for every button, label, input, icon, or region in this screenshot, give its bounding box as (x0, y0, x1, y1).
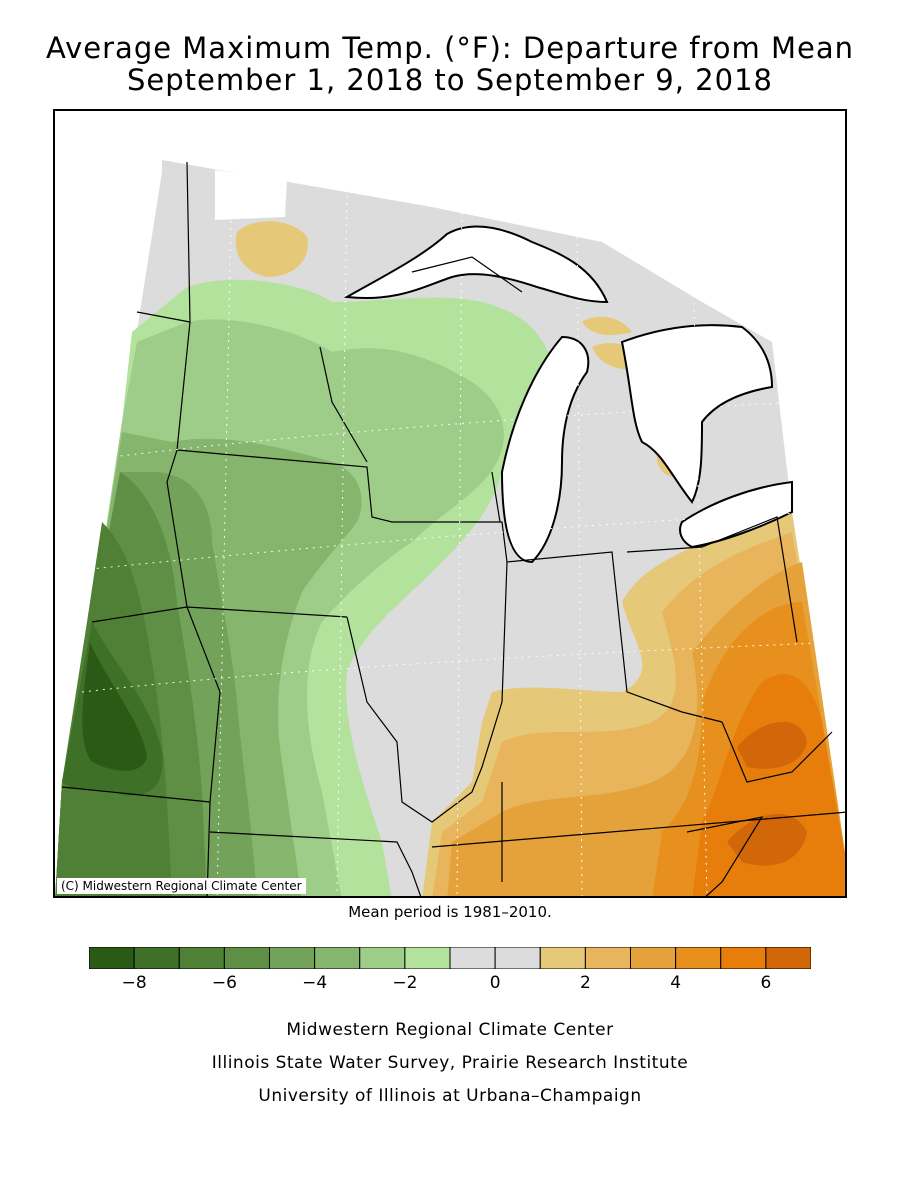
shade-above-plus-6 (727, 721, 807, 866)
credit-line-3: University of Illinois at Urbana–Champai… (258, 1086, 642, 1106)
legend-swatch (630, 947, 677, 969)
legend-swatch (359, 947, 406, 969)
legend-tick-label: 4 (670, 973, 682, 993)
map-date-range: September 1, 2018 to September 9, 2018 (127, 63, 773, 97)
legend-tick-label: −8 (121, 973, 147, 993)
legend-swatch (178, 947, 225, 969)
legend-tick-label: −4 (302, 973, 328, 993)
map-panel: (C) Midwestern Regional Climate Center (53, 109, 847, 898)
legend-swatch (449, 947, 496, 969)
legend-swatch (314, 947, 361, 969)
copyright-notice: (C) Midwestern Regional Climate Center (57, 878, 306, 894)
legend-swatch (404, 947, 451, 969)
legend-tick-label: −2 (392, 973, 418, 993)
legend-tick-label: −6 (211, 973, 237, 993)
departure-map (55, 111, 845, 896)
legend-swatch (584, 947, 632, 969)
legend-swatch (539, 947, 586, 969)
credit-line-2: Illinois State Water Survey, Prairie Res… (211, 1053, 689, 1073)
legend-swatch (494, 947, 541, 969)
legend-swatch (223, 947, 271, 969)
legend-swatch (675, 947, 722, 969)
legend-swatch (720, 947, 767, 969)
legend-swatch (269, 947, 316, 969)
state-boundaries (61, 161, 845, 896)
color-legend (89, 947, 811, 969)
legend-tick-label: 0 (489, 973, 501, 993)
legend-tick-label: 6 (760, 973, 772, 993)
legend-swatch (89, 947, 135, 969)
legend-tick-labels: −8 −6 −4 −2 0 2 4 6 (0, 973, 900, 997)
map-title: Average Maximum Temp. (°F): Departure fr… (45, 31, 855, 65)
credit-line-1: Midwestern Regional Climate Center (286, 1020, 614, 1040)
legend-swatch (133, 947, 180, 969)
shade-below-minus-8 (82, 642, 147, 771)
great-lakes (343, 225, 793, 564)
legend-swatch (765, 947, 811, 969)
mean-period-note: Mean period is 1981–2010. (348, 903, 552, 921)
legend-tick-label: 2 (579, 973, 591, 993)
